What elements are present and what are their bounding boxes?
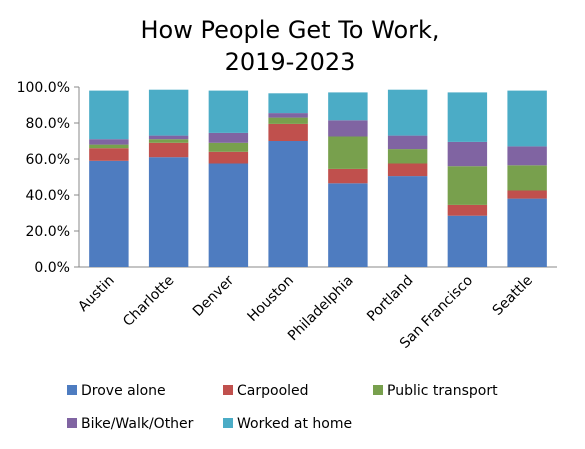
bar-segment-portland-worked-at-home	[387, 89, 428, 136]
bar-segment-houston-worked-at-home	[268, 93, 308, 114]
x-category-label: Houston	[244, 273, 296, 325]
y-tick-label: 80.0%	[26, 116, 70, 132]
legend: Drove alone Carpooled Public transport Bike…	[67, 383, 498, 432]
bar-segment-denver-worked-at-home	[208, 90, 249, 133]
bar-segment-philadelphia-bike-walk-other	[328, 120, 368, 137]
x-category-label: Charlotte	[120, 273, 177, 330]
x-category-label: Portland	[364, 273, 416, 325]
bar-segment-seattle-public-transport	[507, 165, 547, 191]
bar-segment-san-francisco-worked-at-home	[447, 92, 488, 142]
bar-segment-denver-drove-alone	[208, 163, 249, 267]
bar-segment-philadelphia-drove-alone	[328, 183, 368, 267]
x-category-label: Seattle	[490, 273, 536, 319]
x-category-label: Austin	[75, 273, 117, 315]
y-tick-label: 60.0%	[26, 152, 70, 168]
y-axis-ticks: 0.0% 20.0% 40.0% 60.0% 80.0% 100.0%	[17, 80, 79, 276]
bar-segment-denver-public-transport	[208, 142, 249, 152]
bar-segment-houston-bike-walk-other	[268, 113, 308, 118]
bar-segment-portland-drove-alone	[387, 176, 428, 267]
bar-segment-houston-carpooled	[268, 123, 308, 141]
bar-segment-denver-bike-walk-other	[208, 132, 249, 143]
bar-segment-portland-public-transport	[387, 149, 428, 164]
legend-swatch	[67, 385, 77, 395]
y-tick-label: 20.0%	[26, 224, 70, 240]
x-category-label: Denver	[190, 272, 237, 319]
bar-segment-austin-drove-alone	[89, 160, 129, 267]
legend-swatch	[67, 418, 77, 428]
bar-segment-houston-drove-alone	[268, 141, 308, 267]
bar-segment-seattle-bike-walk-other	[507, 146, 547, 166]
y-tick-label: 0.0%	[34, 260, 70, 276]
bar-segment-san-francisco-drove-alone	[447, 215, 488, 267]
bar-segment-charlotte-public-transport	[148, 139, 189, 143]
legend-swatch	[373, 385, 383, 395]
legend-label: Carpooled	[237, 383, 309, 399]
bar-segment-philadelphia-public-transport	[328, 136, 368, 169]
chart-title: How People Get To Work, 2019-2023	[140, 16, 439, 76]
bar-segment-seattle-carpooled	[507, 190, 547, 199]
bar-segment-houston-public-transport	[268, 117, 308, 124]
y-tick-label: 40.0%	[26, 188, 70, 204]
bar-segment-seattle-worked-at-home	[507, 90, 547, 147]
bar-segment-portland-bike-walk-other	[387, 135, 428, 150]
bars	[89, 89, 547, 267]
bar-segment-san-francisco-public-transport	[447, 166, 488, 205]
bar-segment-san-francisco-carpooled	[447, 204, 488, 216]
legend-label: Drove alone	[81, 383, 166, 399]
bar-segment-austin-worked-at-home	[89, 90, 129, 140]
bar-segment-austin-carpooled	[89, 148, 129, 161]
bar-segment-charlotte-drove-alone	[148, 157, 189, 267]
legend-label: Bike/Walk/Other	[81, 416, 194, 432]
bar-segment-charlotte-bike-walk-other	[148, 135, 189, 140]
bar-segment-portland-carpooled	[387, 163, 428, 177]
bar-segment-charlotte-worked-at-home	[148, 89, 189, 136]
bar-segment-philadelphia-carpooled	[328, 168, 368, 184]
legend-label: Public transport	[387, 383, 498, 399]
y-tick-label: 100.0%	[17, 80, 70, 96]
bar-segment-charlotte-carpooled	[148, 142, 189, 158]
bar-segment-san-francisco-bike-walk-other	[447, 141, 488, 167]
bar-segment-austin-public-transport	[89, 144, 129, 149]
chart-title-line-2: 2019-2023	[225, 48, 356, 76]
bar-segment-philadelphia-worked-at-home	[328, 92, 368, 121]
legend-label: Worked at home	[237, 416, 352, 432]
legend-swatch	[223, 418, 233, 428]
chart-title-line-1: How People Get To Work,	[140, 16, 439, 44]
bar-segment-denver-carpooled	[208, 151, 249, 164]
bar-segment-seattle-drove-alone	[507, 198, 547, 267]
x-axis-categories: Austin Charlotte Denver HoustonPhiladelphia…	[75, 272, 536, 352]
legend-swatch	[223, 385, 233, 395]
bar-segment-austin-bike-walk-other	[89, 139, 129, 145]
